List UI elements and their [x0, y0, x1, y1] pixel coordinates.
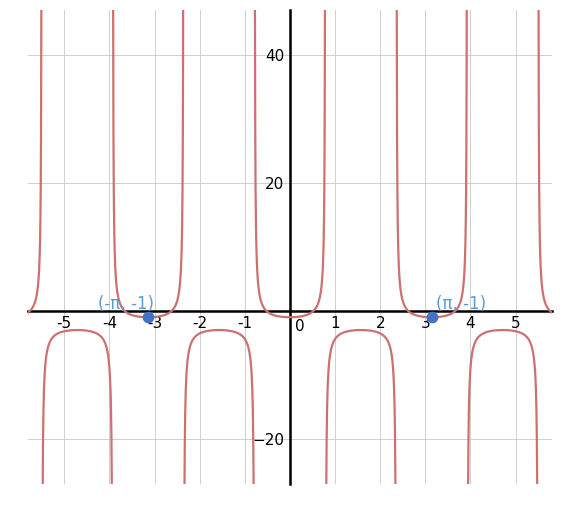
Text: (-π, -1): (-π, -1): [99, 295, 154, 313]
Point: [144, 313, 153, 321]
Text: 0: 0: [296, 319, 305, 333]
Point: [427, 313, 436, 321]
Text: (π, -1): (π, -1): [436, 295, 486, 313]
